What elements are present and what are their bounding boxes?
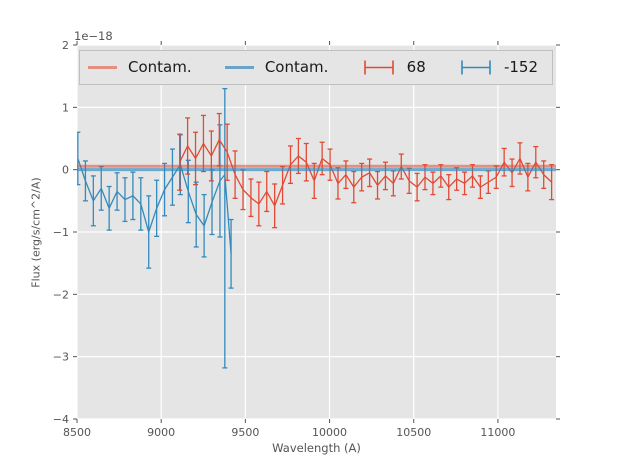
legend-label: Contam. bbox=[264, 58, 329, 76]
blue-errorbar-swatch-icon bbox=[461, 60, 491, 75]
y-tick-label: −3 bbox=[53, 351, 69, 364]
legend-item-68: 68 bbox=[362, 59, 426, 76]
y-tick-label: 2 bbox=[62, 39, 69, 52]
legend-item-neg152: -152 bbox=[459, 59, 538, 76]
tick-labels: 8500 9000 9500 10000 10500 11000 2 1 0 −1 −2 −3 −4 bbox=[53, 39, 516, 439]
red-errorbar-swatch-icon bbox=[363, 60, 394, 75]
y-axis-label: Flux (erg/s/cm^2/A) bbox=[29, 177, 43, 288]
x-tick-label: 11000 bbox=[480, 426, 515, 439]
x-tick-label: 10500 bbox=[396, 426, 431, 439]
y-axis-offset-text: 1e−18 bbox=[74, 29, 113, 43]
x-tick-label: 9500 bbox=[231, 426, 259, 439]
legend-label: Contam. bbox=[128, 58, 192, 76]
red-line-swatch-icon bbox=[88, 66, 117, 69]
blue-line-swatch-icon bbox=[224, 66, 254, 69]
legend-item-contam-red: Contam. bbox=[88, 60, 192, 75]
y-tick-label: −4 bbox=[53, 413, 69, 426]
legend: Contam. Contam. 68 -152 bbox=[79, 50, 553, 85]
x-tick-label: 10000 bbox=[312, 426, 347, 439]
series-152 bbox=[77, 87, 234, 369]
legend-item-contam-blue: Contam. bbox=[224, 58, 329, 76]
x-tick-label: 8500 bbox=[63, 426, 91, 439]
x-tick-label: 9000 bbox=[147, 426, 175, 439]
y-tick-label: −2 bbox=[53, 288, 69, 301]
tick-marks bbox=[73, 41, 560, 423]
y-tick-label: −1 bbox=[53, 226, 69, 239]
x-axis-label: Wavelength (A) bbox=[272, 441, 361, 455]
y-tick-label: 0 bbox=[62, 164, 69, 177]
legend-label: 68 bbox=[406, 58, 426, 76]
y-tick-label: 1 bbox=[62, 101, 69, 114]
legend-label: -152 bbox=[503, 58, 538, 76]
